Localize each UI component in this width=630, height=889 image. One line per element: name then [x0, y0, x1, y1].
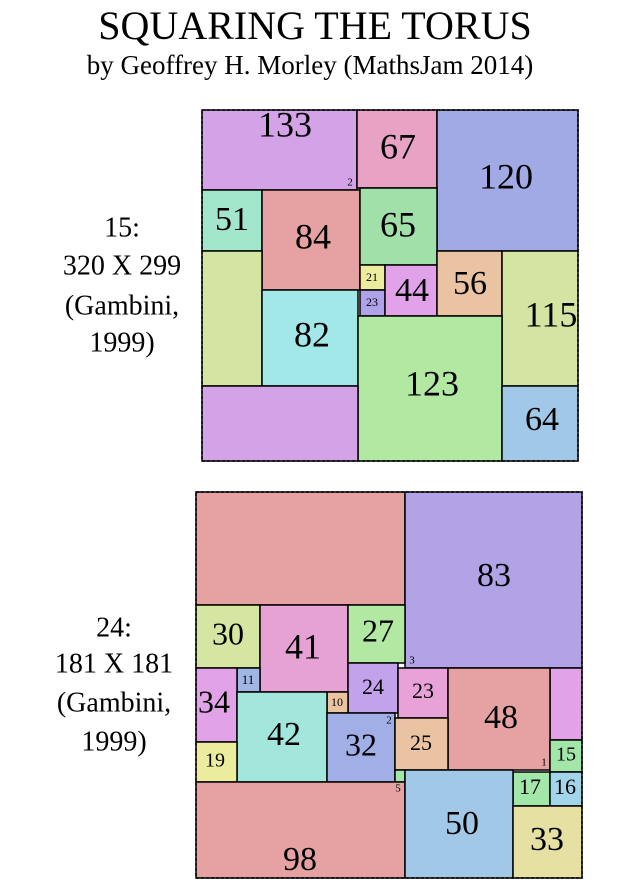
- square-label: 23: [412, 678, 434, 703]
- tile: [347, 604, 406, 664]
- square-label: 10: [331, 695, 343, 709]
- square-label: 133: [258, 104, 312, 144]
- tile: [195, 781, 406, 879]
- caption: 15:: [104, 212, 140, 243]
- tile: [394, 769, 406, 783]
- tile: [404, 491, 583, 669]
- subtitle: by Geoffrey H. Morley (MathsJam 2014): [87, 50, 533, 80]
- square-label: 42: [267, 716, 301, 753]
- square-label: 82: [294, 314, 330, 354]
- square-label: 2: [386, 715, 392, 727]
- title: SQUARING THE TORUS: [98, 3, 531, 48]
- square-label: 98: [283, 841, 317, 878]
- caption: (Gambini,: [57, 687, 171, 718]
- tile: [549, 667, 583, 741]
- tile: [236, 691, 328, 783]
- caption: (Gambini,: [65, 290, 179, 321]
- square-label: 11: [242, 672, 255, 687]
- tile: [261, 289, 359, 387]
- square-label: 34: [198, 683, 230, 719]
- caption: 181 X 181: [55, 648, 173, 679]
- square-label: 83: [477, 557, 511, 594]
- caption: 1999): [81, 726, 146, 757]
- square-label: 33: [530, 821, 564, 858]
- square-label: 1: [541, 757, 547, 769]
- square-label: 16: [554, 774, 576, 799]
- torus-border: [195, 491, 583, 879]
- tile: [195, 667, 238, 743]
- square-label: 51: [215, 201, 249, 238]
- caption: 1999): [89, 327, 154, 358]
- square-label: 41: [285, 626, 321, 666]
- square-label: 44: [395, 272, 429, 309]
- tile: [201, 109, 358, 191]
- torus-border: [201, 109, 579, 462]
- square-label: 67: [380, 126, 416, 166]
- square-label: 30: [212, 615, 244, 651]
- square-label: 84: [295, 216, 331, 256]
- square-label: 2: [347, 177, 353, 189]
- tile: [359, 187, 438, 266]
- square-label: 15: [556, 744, 576, 766]
- square-label: 48: [484, 699, 518, 736]
- square-label: 21: [366, 270, 378, 284]
- tile: [356, 109, 438, 189]
- square-label: 32: [345, 726, 377, 762]
- caption: 320 X 299: [63, 250, 181, 281]
- caption: 24:: [96, 612, 132, 643]
- tile: [201, 250, 263, 387]
- tile: [359, 289, 386, 317]
- tile: [436, 250, 503, 317]
- square-label: 3: [409, 655, 415, 667]
- tile: [501, 385, 579, 462]
- tile: [195, 491, 406, 606]
- tile: [512, 805, 583, 879]
- square-label: 25: [410, 730, 432, 755]
- square-label: 17: [519, 774, 541, 799]
- square-label: 50: [445, 805, 479, 842]
- tile: [357, 315, 503, 462]
- square-label: 19: [205, 750, 225, 772]
- tile: [201, 385, 359, 462]
- square-label: 56: [453, 265, 487, 302]
- tile: [501, 250, 579, 387]
- square-label: 65: [380, 204, 416, 244]
- square-label: 64: [525, 401, 559, 438]
- square-label: 24: [362, 674, 384, 699]
- square-label: 123: [405, 363, 459, 403]
- tile: [447, 667, 551, 771]
- tile: [404, 769, 514, 879]
- square-label: 120: [479, 156, 533, 196]
- square-label: 5: [395, 783, 401, 795]
- square-label: 27: [362, 612, 394, 648]
- square-label: 115: [525, 294, 578, 334]
- square-label: 23: [366, 295, 378, 309]
